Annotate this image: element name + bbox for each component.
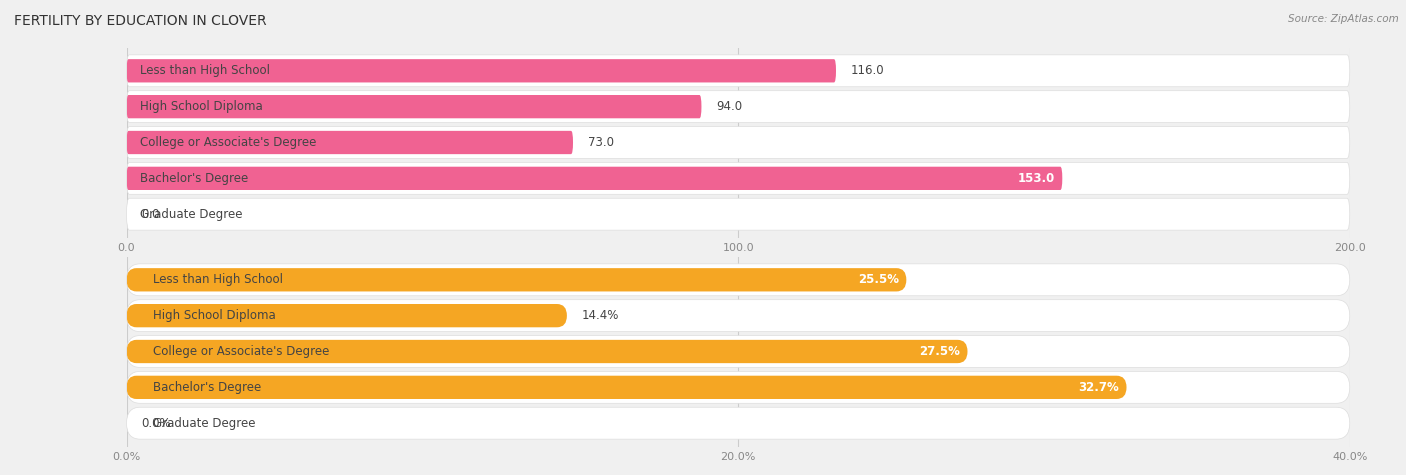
FancyBboxPatch shape xyxy=(127,91,1350,123)
FancyBboxPatch shape xyxy=(127,95,702,118)
FancyBboxPatch shape xyxy=(127,304,567,327)
Text: High School Diploma: High School Diploma xyxy=(153,309,276,322)
Text: Graduate Degree: Graduate Degree xyxy=(153,417,254,430)
FancyBboxPatch shape xyxy=(127,340,967,363)
Text: 25.5%: 25.5% xyxy=(858,273,898,286)
Text: Bachelor's Degree: Bachelor's Degree xyxy=(153,381,262,394)
FancyBboxPatch shape xyxy=(127,371,1350,403)
FancyBboxPatch shape xyxy=(127,131,574,154)
Text: 32.7%: 32.7% xyxy=(1078,381,1119,394)
Text: College or Associate's Degree: College or Associate's Degree xyxy=(153,345,329,358)
Text: 0.0: 0.0 xyxy=(141,208,160,221)
Text: 14.4%: 14.4% xyxy=(582,309,619,322)
FancyBboxPatch shape xyxy=(127,376,1126,399)
FancyBboxPatch shape xyxy=(127,268,907,292)
Text: 116.0: 116.0 xyxy=(851,64,884,77)
FancyBboxPatch shape xyxy=(127,300,1350,332)
Text: 27.5%: 27.5% xyxy=(920,345,960,358)
Text: College or Associate's Degree: College or Associate's Degree xyxy=(139,136,316,149)
FancyBboxPatch shape xyxy=(127,126,1350,159)
Text: Source: ZipAtlas.com: Source: ZipAtlas.com xyxy=(1288,14,1399,24)
Text: 94.0: 94.0 xyxy=(716,100,742,113)
Text: FERTILITY BY EDUCATION IN CLOVER: FERTILITY BY EDUCATION IN CLOVER xyxy=(14,14,267,28)
FancyBboxPatch shape xyxy=(127,162,1350,194)
Text: High School Diploma: High School Diploma xyxy=(139,100,263,113)
FancyBboxPatch shape xyxy=(127,335,1350,368)
Text: Bachelor's Degree: Bachelor's Degree xyxy=(139,172,247,185)
Text: Less than High School: Less than High School xyxy=(139,64,270,77)
FancyBboxPatch shape xyxy=(127,407,1350,439)
FancyBboxPatch shape xyxy=(127,167,1063,190)
Text: 0.0%: 0.0% xyxy=(141,417,172,430)
Text: 153.0: 153.0 xyxy=(1018,172,1054,185)
Text: Graduate Degree: Graduate Degree xyxy=(139,208,242,221)
FancyBboxPatch shape xyxy=(127,59,837,83)
FancyBboxPatch shape xyxy=(127,264,1350,296)
FancyBboxPatch shape xyxy=(127,198,1350,230)
Text: Less than High School: Less than High School xyxy=(153,273,283,286)
Text: 73.0: 73.0 xyxy=(588,136,613,149)
FancyBboxPatch shape xyxy=(127,55,1350,87)
